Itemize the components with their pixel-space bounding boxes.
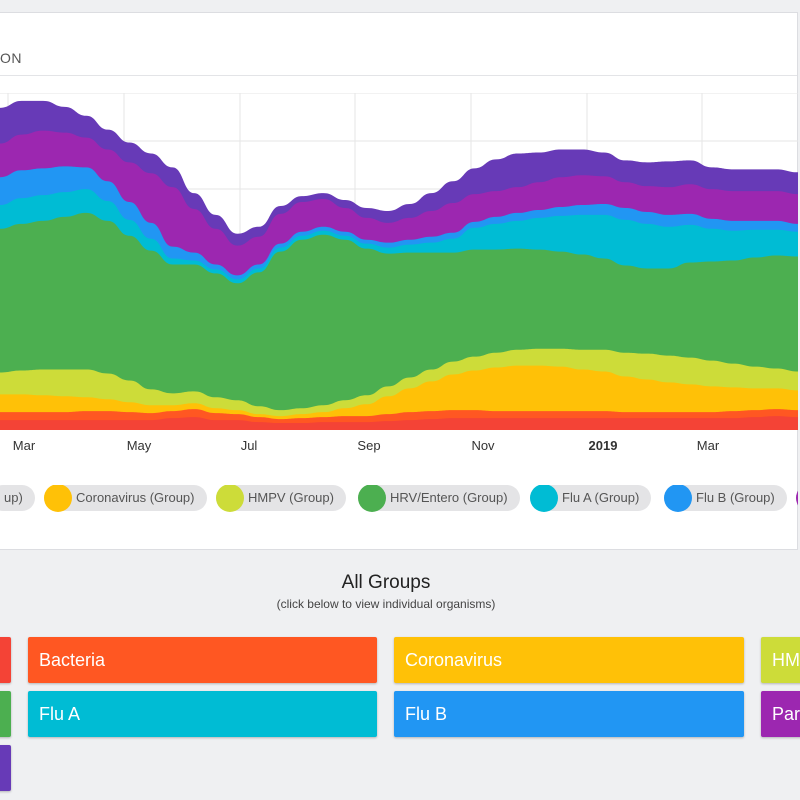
legend-item[interactable]: Flu A (Group): [530, 485, 652, 512]
legend-item[interactable]: HMPV (Group): [216, 485, 346, 512]
legend-item[interactable]: HRV/Entero (Group): [358, 485, 520, 512]
legend-label: HMPV (Group): [248, 490, 334, 505]
group-button[interactable]: HM: [761, 637, 800, 683]
area-series[interactable]: [0, 416, 798, 430]
group-button[interactable]: Flu A: [28, 691, 377, 737]
legend-label: up): [4, 490, 23, 505]
legend-swatch: [796, 485, 798, 512]
header-divider: [0, 75, 797, 76]
x-tick-label: Jul: [241, 438, 258, 453]
legend-item[interactable]: Flu B (Group): [664, 485, 787, 512]
x-tick-label: Nov: [471, 438, 495, 453]
all-groups-subtitle: (click below to view individual organism…: [276, 597, 496, 611]
stacked-area-chart: Mar May Jul Sep Nov 2019 Mar: [0, 93, 798, 453]
group-button[interactable]: [0, 691, 11, 737]
legend-label: HRV/Entero (Group): [390, 490, 508, 505]
chart-title: ON: [0, 50, 22, 66]
all-groups-title: All Groups: [341, 572, 431, 593]
x-tick-label: 2019: [589, 438, 618, 453]
legend-swatch: [358, 485, 386, 512]
x-tick-label: Mar: [13, 438, 36, 453]
legend-item[interactable]: Coronavirus (Group): [44, 485, 207, 512]
chart-legend: up) Coronavirus (Group) HMPV (Group) HRV/En…: [0, 485, 798, 517]
chart-areas[interactable]: [0, 100, 798, 431]
group-button[interactable]: Bacteria: [28, 637, 377, 683]
group-button[interactable]: [0, 745, 11, 791]
legend-swatch: [530, 485, 558, 512]
group-button[interactable]: Flu B: [394, 691, 744, 737]
legend-item[interactable]: [796, 485, 798, 512]
x-tick-label: May: [127, 438, 152, 453]
group-button[interactable]: Par: [761, 691, 800, 737]
legend-label: Flu A (Group): [562, 490, 640, 505]
legend-swatch: [216, 485, 244, 512]
chart-card: ON Mar May Jul Sep Nov 2019 Mar up) Coronavirus…: [0, 12, 798, 550]
legend-label: Coronavirus (Group): [76, 490, 195, 505]
x-tick-label: Sep: [357, 438, 380, 453]
legend-swatch: [664, 485, 692, 512]
x-axis-ticks: Mar May Jul Sep Nov 2019 Mar: [13, 438, 720, 453]
x-tick-label: Mar: [697, 438, 720, 453]
legend-item[interactable]: up): [0, 485, 35, 511]
legend-swatch: [44, 485, 72, 512]
legend-label: Flu B (Group): [696, 490, 775, 505]
group-button[interactable]: [0, 637, 11, 683]
group-button[interactable]: Coronavirus: [394, 637, 744, 683]
